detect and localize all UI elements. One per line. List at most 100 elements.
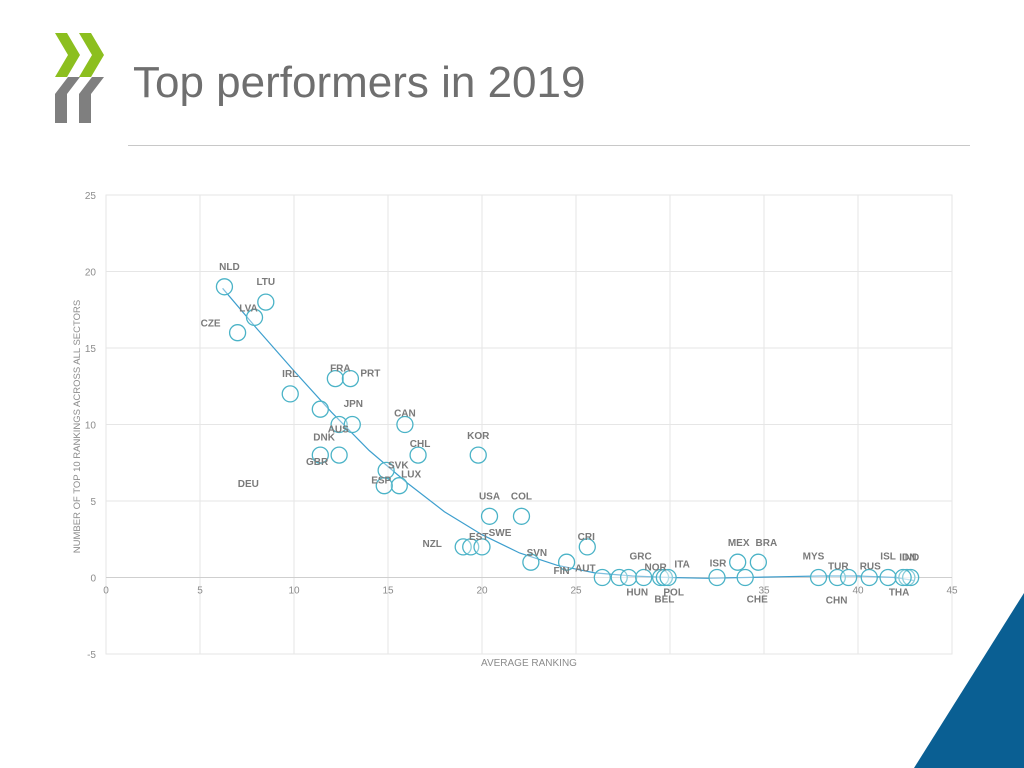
data-label-che: CHE: [747, 595, 768, 606]
data-label-mys: MYS: [803, 552, 825, 563]
data-label-ind: IND: [902, 553, 919, 564]
data-point-pol: [635, 568, 653, 587]
data-label-chn: CHN: [826, 596, 848, 607]
data-label-fin: FIN: [554, 566, 570, 577]
data-point-mex: [729, 553, 747, 571]
data-point-aus: [343, 415, 361, 434]
slide-title: Top performers in 2019: [133, 58, 586, 107]
y-tick-label: 10: [85, 421, 97, 432]
data-point-usa: [480, 507, 499, 525]
data-label-hun: HUN: [626, 588, 648, 599]
data-label-can: CAN: [394, 409, 416, 420]
data-label-isr: ISR: [710, 559, 727, 570]
logo-green-chevron-2-icon: [79, 33, 104, 77]
data-label-isl: ISL: [880, 552, 896, 563]
data-label-kor: KOR: [467, 431, 490, 442]
data-label-est: EST: [469, 532, 488, 543]
data-point-cri: [578, 538, 596, 556]
title-divider: [128, 145, 970, 146]
data-point-chl: [409, 446, 427, 464]
data-label-usa: USA: [479, 491, 500, 502]
data-label-cri: CRI: [578, 532, 595, 543]
x-tick-label: 35: [758, 586, 770, 597]
logo-green-chevron-icon: [55, 33, 80, 77]
data-point-deu: [311, 446, 329, 464]
data-label-mex: MEX: [728, 538, 750, 549]
blue-triangle-corner-icon: [914, 593, 1024, 768]
y-tick-label: 5: [90, 497, 96, 508]
x-tick-label: 10: [288, 586, 300, 597]
data-point-jpn: [311, 400, 329, 418]
data-label-esp: ESP: [371, 476, 391, 487]
y-tick-label: 25: [85, 191, 97, 202]
data-point-isr: [708, 568, 726, 587]
data-point-gbr: [330, 446, 348, 464]
x-tick-label: 0: [103, 586, 109, 597]
data-point-bra: [749, 553, 768, 571]
data-label-tha: THA: [889, 588, 910, 599]
y-tick-label: 20: [85, 268, 97, 279]
trendline: [222, 287, 915, 582]
data-point-isl: [879, 568, 897, 587]
data-label-ita: ITA: [674, 560, 689, 571]
data-label-svn: SVN: [527, 548, 548, 559]
data-point-dnk: [330, 415, 348, 434]
y-tick-label: 15: [85, 344, 97, 355]
data-label-gbr: GBR: [306, 457, 329, 468]
data-point-kor: [469, 446, 487, 464]
data-label-pol: POL: [663, 588, 684, 599]
data-label-rus: RUS: [860, 562, 881, 573]
data-point-svk: [390, 477, 408, 495]
data-point-swe: [473, 538, 491, 556]
logo-grey-chevron-icon: [55, 77, 80, 123]
oecd-logo-icon: [55, 33, 104, 123]
data-label-chl: CHL: [410, 439, 431, 450]
data-label-svk: SVK: [388, 461, 409, 472]
data-label-lux: LUX: [401, 469, 421, 480]
data-label-dnk: DNK: [313, 433, 335, 444]
data-point-nld: [215, 278, 234, 296]
y-tick-label: -5: [87, 650, 96, 661]
x-tick-label: 45: [946, 586, 958, 597]
data-point-cze: [228, 324, 247, 342]
data-point-tha: [894, 568, 912, 587]
data-label-aut: AUT: [575, 564, 596, 575]
data-point-irl: [281, 385, 299, 403]
data-label-cze: CZE: [201, 319, 221, 330]
data-point-idn: [898, 568, 916, 587]
data-point-ltu: [257, 293, 275, 311]
data-point-hun: [610, 568, 628, 587]
data-point-esp: [375, 477, 393, 495]
y-axis-title: NUMBER OF TOP 10 RANKINGS ACROSS ALL SEC…: [72, 300, 83, 553]
data-point-rus: [860, 568, 878, 587]
data-point-grc: [619, 568, 638, 587]
data-label-grc: GRC: [630, 552, 652, 563]
x-axis-title: AVERAGE RANKING: [481, 658, 577, 669]
data-point-fin: [557, 553, 576, 571]
data-point-che: [736, 568, 754, 587]
data-point-mys: [809, 568, 828, 587]
data-point-lva: [245, 308, 264, 327]
data-label-fra: FRA: [330, 364, 351, 375]
data-label-tur: TUR: [828, 562, 849, 573]
data-label-idn: IDN: [899, 553, 916, 564]
data-point-aut: [593, 568, 611, 587]
data-label-nor: NOR: [644, 563, 667, 574]
x-tick-label: 20: [476, 586, 488, 597]
x-tick-label: 25: [570, 586, 582, 597]
data-point-bel: [655, 568, 674, 587]
data-point-svn: [522, 553, 540, 571]
data-label-irl: IRL: [282, 369, 298, 380]
data-label-ltu: LTU: [256, 277, 275, 288]
data-point-col: [512, 507, 531, 525]
data-label-col: COL: [511, 491, 532, 502]
data-label-prt: PRT: [360, 369, 380, 380]
data-label-swe: SWE: [489, 528, 512, 539]
data-label-deu: DEU: [238, 479, 259, 490]
data-label-aus: AUS: [328, 425, 349, 436]
data-label-bel: BEL: [654, 595, 674, 606]
data-label-lva: LVA: [239, 303, 258, 314]
x-tick-label: 5: [197, 586, 203, 597]
